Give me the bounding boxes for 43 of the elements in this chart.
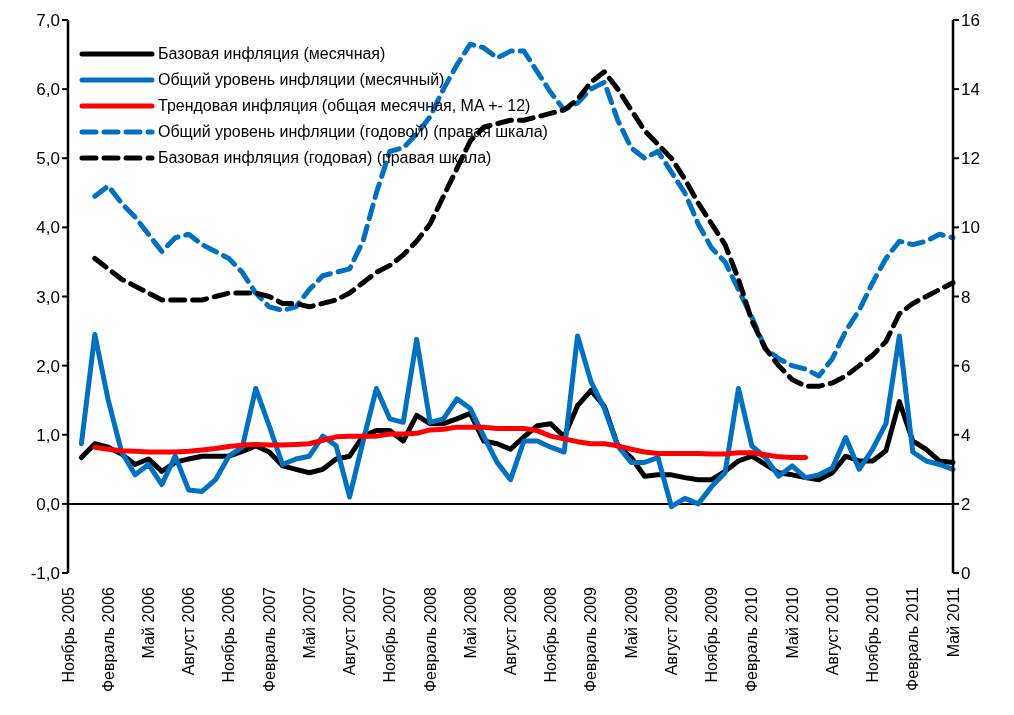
legend-label: Общий уровень инфляции (месячный) — [158, 70, 445, 89]
y-tick-label: 7,0 — [36, 11, 60, 31]
x-tick-label: Февраль 2008 — [421, 586, 439, 693]
y2-tick-label: 12 — [961, 149, 980, 169]
x-tick-label: Февраль 2007 — [260, 586, 278, 693]
x-tick-label: Февраль 2006 — [99, 586, 117, 693]
y2-tick-label: 2 — [961, 494, 971, 514]
x-tick-label: Август 2006 — [180, 586, 198, 676]
x-tick-label: Ноябрь 2006 — [220, 586, 238, 683]
x-tick-label: Май 2010 — [783, 586, 801, 659]
y2-tick-label: 6 — [961, 356, 971, 376]
y2-tick-label: 0 — [961, 564, 971, 584]
y2-tick-label: 10 — [961, 218, 980, 238]
x-tick-label: Ноябрь 2010 — [864, 586, 882, 683]
y-tick-label: 4,0 — [36, 218, 60, 238]
y-tick-label: 1,0 — [36, 425, 60, 445]
x-tick-label: Ноябрь 2008 — [542, 586, 560, 683]
y-tick-label: -1,0 — [30, 564, 60, 584]
y-tick-label: 6,0 — [36, 80, 60, 100]
y-tick-label: 5,0 — [36, 149, 60, 169]
x-tick-label: Май 2008 — [461, 586, 479, 659]
x-tick-label: Май 2011 — [944, 586, 962, 658]
x-tick-label: Август 2007 — [341, 586, 359, 676]
y2-tick-label: 8 — [961, 287, 971, 307]
x-tick-label: Ноябрь 2007 — [381, 586, 399, 683]
x-tick-label: Февраль 2010 — [743, 586, 761, 693]
x-tick-label: Август 2010 — [823, 586, 841, 676]
x-tick-label: Февраль 2009 — [582, 586, 600, 693]
x-tick-label: Май 2006 — [139, 586, 157, 659]
x-tick-label: Ноябрь 2005 — [59, 586, 77, 683]
x-tick-label: Август 2009 — [662, 586, 680, 676]
x-tick-label: Февраль 2011 — [904, 586, 922, 691]
y2-tick-label: 16 — [961, 11, 980, 31]
x-tick-label: Август 2008 — [502, 586, 519, 676]
y2-tick-label: 14 — [961, 80, 980, 100]
y2-tick-label: 4 — [961, 425, 971, 445]
y-tick-label: 2,0 — [36, 356, 60, 376]
y-tick-label: 3,0 — [36, 287, 60, 307]
x-tick-label: Май 2009 — [622, 586, 640, 659]
x-tick-label: Май 2007 — [300, 586, 318, 659]
y-tick-label: 0,0 — [36, 494, 60, 514]
x-tick-label: Ноябрь 2009 — [703, 586, 721, 683]
legend-label: Базовая инфляция (месячная) — [158, 44, 386, 63]
